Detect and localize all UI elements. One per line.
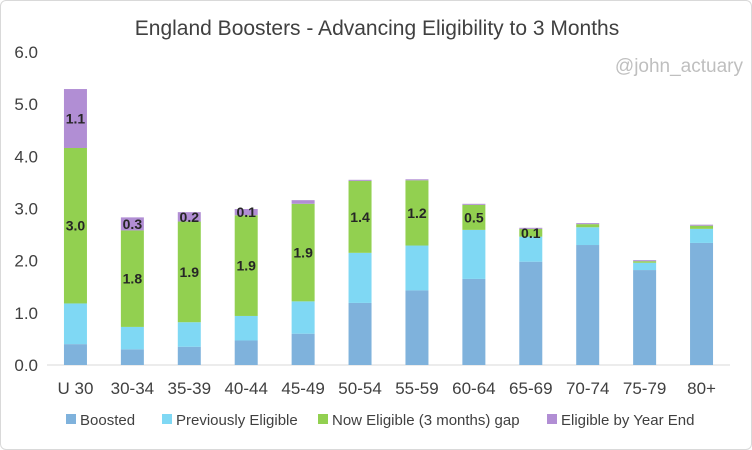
bar-eligible-by-year-end-65-69 — [519, 227, 543, 229]
x-tick-label: 60-64 — [452, 379, 495, 398]
data-label: 1.1 — [66, 111, 86, 127]
data-label: 1.9 — [180, 264, 200, 280]
bar-now-eligible-3-months-gap-30-34 — [120, 230, 144, 327]
bar-now-eligible-3-months-gap-50-54 — [348, 180, 372, 253]
bar-eligible-by-year-end-75-79 — [633, 260, 657, 262]
bar-previously-eligible-40-44 — [234, 315, 258, 341]
bar-previously-eligible-75-79 — [633, 262, 657, 271]
x-tick-label: 80+ — [687, 379, 716, 398]
legend-swatch — [547, 414, 557, 424]
data-label: 0.1 — [521, 225, 541, 241]
bar-previously-eligible-80- — [690, 228, 714, 243]
y-tick-label: 1.0 — [14, 304, 38, 323]
x-tick-label: U 30 — [57, 379, 93, 398]
bar-now-eligible-3-months-gap-40-44 — [234, 215, 258, 316]
bar-eligible-by-year-end-35-39 — [177, 212, 201, 222]
bar-eligible-by-year-end-60-64 — [462, 203, 486, 205]
x-tick-label: 45-49 — [281, 379, 324, 398]
x-tick-label: 35-39 — [168, 379, 211, 398]
data-label: 3.0 — [66, 218, 86, 234]
data-label: 1.2 — [407, 205, 427, 221]
bar-boosted-75-79 — [633, 270, 657, 365]
bar-boosted-70-74 — [576, 245, 600, 365]
y-tick-label: 5.0 — [14, 95, 38, 114]
legend-label: Boosted — [80, 412, 135, 429]
bars — [63, 89, 714, 365]
legend-label: Previously Eligible — [176, 412, 298, 429]
bar-boosted-55-59 — [405, 290, 429, 365]
bar-previously-eligible-45-49 — [291, 301, 315, 334]
legend-label: Eligible by Year End — [561, 412, 694, 429]
bar-previously-eligible-55-59 — [405, 245, 429, 291]
bar-boosted-35-39 — [177, 346, 201, 365]
legend-swatch — [66, 414, 76, 424]
chart-title: England Boosters - Advancing Eligibility… — [134, 17, 620, 40]
bar-now-eligible-3-months-gap-35-39 — [177, 221, 201, 323]
legend-swatch — [162, 414, 172, 424]
bar-boosted-50-54 — [348, 302, 372, 365]
y-tick-label: 2.0 — [14, 252, 38, 271]
bar-boosted-30-34 — [120, 349, 144, 365]
x-tick-label: 55-59 — [395, 379, 438, 398]
bar-previously-eligible-50-54 — [348, 252, 372, 303]
bar-boosted-45-49 — [291, 333, 315, 365]
data-label: 0.2 — [180, 209, 200, 225]
bar-previously-eligible-65-69 — [519, 236, 543, 262]
data-label: 0.1 — [236, 204, 256, 220]
data-label: 1.9 — [293, 245, 313, 261]
bar-boosted-80- — [690, 242, 714, 365]
legend-swatch — [318, 414, 328, 424]
bar-now-eligible-3-months-gap-75-79 — [633, 261, 657, 263]
y-tick-label: 6.0 — [14, 43, 38, 62]
bar-eligible-by-year-end-70-74 — [576, 223, 600, 225]
data-label: 1.9 — [236, 258, 256, 274]
x-tick-label: 40-44 — [224, 379, 267, 398]
bar-eligible-by-year-end-u-30 — [63, 89, 87, 148]
bar-boosted-40-44 — [234, 340, 258, 365]
data-label: 1.8 — [123, 271, 143, 287]
x-tick-label: 70-74 — [566, 379, 609, 398]
data-label: 1.4 — [350, 209, 370, 225]
axes: 0.0 1.0 2.0 3.0 4.0 5.0 6.0 U 30 30-34 35-39 40-44… — [14, 43, 730, 398]
bar-previously-eligible-30-34 — [120, 326, 144, 350]
bar-previously-eligible-60-64 — [462, 229, 486, 279]
bar-eligible-by-year-end-50-54 — [348, 179, 372, 181]
bar-previously-eligible-70-74 — [576, 227, 600, 246]
bar-previously-eligible-u-30 — [63, 303, 87, 345]
bar-eligible-by-year-end-40-44 — [234, 209, 258, 216]
bar-now-eligible-3-months-gap-45-49 — [291, 203, 315, 302]
data-label: 0.5 — [464, 209, 484, 225]
x-tick-label: 50-54 — [338, 379, 381, 398]
bar-now-eligible-3-months-gap-70-74 — [576, 224, 600, 228]
legend: Boosted Previously Eligible Now Eligible (… — [66, 412, 694, 429]
legend-label: Now Eligible (3 months) gap — [332, 412, 520, 429]
bar-now-eligible-3-months-gap-u-30 — [63, 147, 87, 304]
x-tick-label: 75-79 — [623, 379, 666, 398]
bar-boosted-u-30 — [63, 344, 87, 365]
bar-previously-eligible-35-39 — [177, 322, 201, 347]
bar-eligible-by-year-end-45-49 — [291, 200, 315, 204]
bar-eligible-by-year-end-55-59 — [405, 179, 429, 181]
y-tick-label: 0.0 — [14, 356, 38, 375]
bar-now-eligible-3-months-gap-60-64 — [462, 204, 486, 230]
bar-eligible-by-year-end-30-34 — [120, 217, 144, 231]
bar-boosted-60-64 — [462, 278, 486, 365]
x-tick-label: 30-34 — [111, 379, 154, 398]
y-tick-label: 4.0 — [14, 147, 38, 166]
watermark: @john_actuary — [614, 56, 743, 77]
bar-boosted-65-69 — [519, 261, 543, 365]
bar-now-eligible-3-months-gap-65-69 — [519, 228, 543, 237]
bar-eligible-by-year-end-80- — [690, 224, 714, 226]
data-label: 0.3 — [123, 216, 143, 232]
data-labels: 3.0 1.1 1.8 0.3 1.9 0.2 1.9 0.1 1.9 1.4 1.2 0.5 0.1 — [66, 111, 541, 287]
bar-now-eligible-3-months-gap-55-59 — [405, 180, 429, 246]
bar-now-eligible-3-months-gap-80- — [690, 225, 714, 229]
y-tick-label: 3.0 — [14, 200, 38, 219]
x-tick-label: 65-69 — [509, 379, 552, 398]
